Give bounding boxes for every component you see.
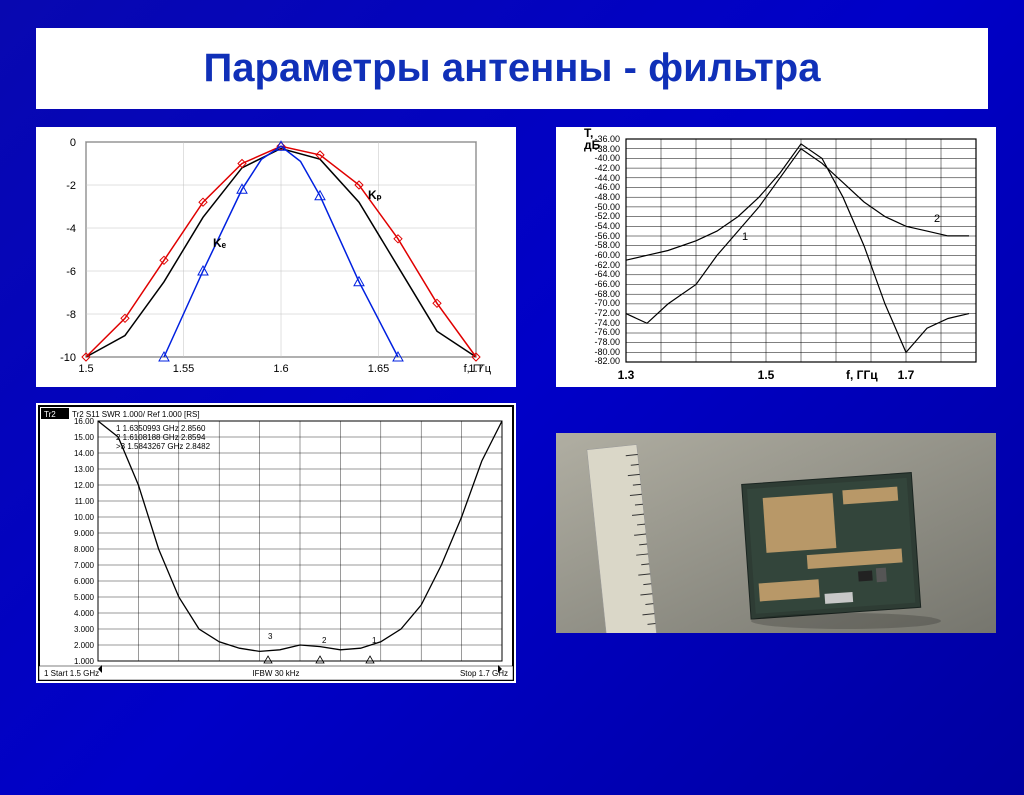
svg-text:-6: -6 xyxy=(66,266,76,278)
svg-text:0: 0 xyxy=(70,137,76,149)
ke-label: Kₑ xyxy=(213,236,227,250)
svg-text:-60.00: -60.00 xyxy=(594,250,620,260)
svg-text:8.000: 8.000 xyxy=(74,545,95,554)
ann-2: 2 xyxy=(934,213,940,225)
svg-text:-58.00: -58.00 xyxy=(594,240,620,250)
svg-text:1.5: 1.5 xyxy=(758,368,775,382)
svg-text:1.7: 1.7 xyxy=(898,368,915,382)
svg-text:-46.00: -46.00 xyxy=(594,182,620,192)
chart-top-right: -36.00-38.00 -40.00-42.00 -44.00-46.00 -… xyxy=(556,127,996,387)
xlabel-tr: f, ГГц xyxy=(846,368,878,382)
svg-text:-70.00: -70.00 xyxy=(594,298,620,308)
chart-bl-svg: Tr2 Tr2 S11 SWR 1.000/ Ref 1.000 [RS] xyxy=(36,403,516,683)
chart-tl-svg: 0 -2 -4 -6 -8 -10 1.5 1.55 1.6 1.65 f, Г… xyxy=(36,127,516,387)
svg-text:16.00: 16.00 xyxy=(74,417,95,426)
svg-text:3.000: 3.000 xyxy=(74,625,95,634)
svg-text:3: 3 xyxy=(268,632,273,641)
svg-text:дБ: дБ xyxy=(584,138,601,152)
svg-text:9.000: 9.000 xyxy=(74,529,95,538)
svg-text:-52.00: -52.00 xyxy=(594,211,620,221)
chart-top-left: 0 -2 -4 -6 -8 -10 1.5 1.55 1.6 1.65 f, Г… xyxy=(36,127,516,387)
svg-text:14.00: 14.00 xyxy=(74,449,95,458)
svg-text:2 1.6108188 GHz 2.8594: 2 1.6108188 GHz 2.8594 xyxy=(116,433,206,442)
bl-footer-right: Stop 1.7 GHz xyxy=(460,669,508,678)
svg-text:11.00: 11.00 xyxy=(75,497,95,506)
svg-text:7.000: 7.000 xyxy=(74,561,95,570)
title-bar: Параметры антенны - фильтра xyxy=(36,28,988,109)
svg-text:2: 2 xyxy=(322,636,327,645)
svg-text:-8: -8 xyxy=(66,309,76,321)
svg-text:-54.00: -54.00 xyxy=(594,221,620,231)
svg-text:-10: -10 xyxy=(60,352,76,364)
svg-text:1.6: 1.6 xyxy=(273,363,288,375)
svg-text:-42.00: -42.00 xyxy=(594,163,620,173)
svg-text:1.3: 1.3 xyxy=(618,368,635,382)
bl-footer-center: IFBW 30 kHz xyxy=(252,669,299,678)
svg-text:1.55: 1.55 xyxy=(173,363,194,375)
svg-text:-4: -4 xyxy=(66,223,76,235)
svg-text:-66.00: -66.00 xyxy=(594,279,620,289)
svg-text:13.00: 13.00 xyxy=(74,465,95,474)
svg-text:-64.00: -64.00 xyxy=(594,269,620,279)
chart-bottom-left: Tr2 Tr2 S11 SWR 1.000/ Ref 1.000 [RS] xyxy=(36,403,516,683)
svg-text:1: 1 xyxy=(372,636,377,645)
svg-text:-76.00: -76.00 xyxy=(594,327,620,337)
svg-text:-82.00: -82.00 xyxy=(594,356,620,366)
svg-text:-78.00: -78.00 xyxy=(594,337,620,347)
svg-text:-72.00: -72.00 xyxy=(594,308,620,318)
svg-text:1.65: 1.65 xyxy=(368,363,389,375)
svg-text:1.000: 1.000 xyxy=(74,657,95,666)
svg-text:4.000: 4.000 xyxy=(74,609,95,618)
chart-tr-svg: -36.00-38.00 -40.00-42.00 -44.00-46.00 -… xyxy=(556,127,996,387)
svg-text:5.000: 5.000 xyxy=(74,593,95,602)
svg-text:15.00: 15.00 xyxy=(74,433,95,442)
svg-text:1.5: 1.5 xyxy=(78,363,93,375)
page-title: Параметры антенны - фильтра xyxy=(204,46,821,90)
svg-text:-2: -2 xyxy=(66,180,76,192)
svg-text:6.000: 6.000 xyxy=(74,577,95,586)
svg-text:1 1.6350993 GHz 2.8560: 1 1.6350993 GHz 2.8560 xyxy=(116,424,206,433)
ann-1: 1 xyxy=(742,231,748,243)
photo-bottom-right xyxy=(556,433,996,633)
kp-label: Kₚ xyxy=(368,188,382,202)
panels-grid: 0 -2 -4 -6 -8 -10 1.5 1.55 1.6 1.65 f, Г… xyxy=(0,127,1024,703)
svg-text:-48.00: -48.00 xyxy=(594,192,620,202)
photo-svg xyxy=(556,433,996,633)
svg-text:10.00: 10.00 xyxy=(74,513,95,522)
svg-text:12.00: 12.00 xyxy=(74,481,95,490)
svg-text:1.7: 1.7 xyxy=(468,363,483,375)
bl-footer-left: 1 Start 1.5 GHz xyxy=(44,669,99,678)
svg-text:-40.00: -40.00 xyxy=(594,153,620,163)
svg-text:>3 1.5843267 GHz 2.8482: >3 1.5843267 GHz 2.8482 xyxy=(116,442,211,451)
svg-text:Tr2: Tr2 xyxy=(44,410,56,419)
svg-text:2.000: 2.000 xyxy=(74,641,95,650)
